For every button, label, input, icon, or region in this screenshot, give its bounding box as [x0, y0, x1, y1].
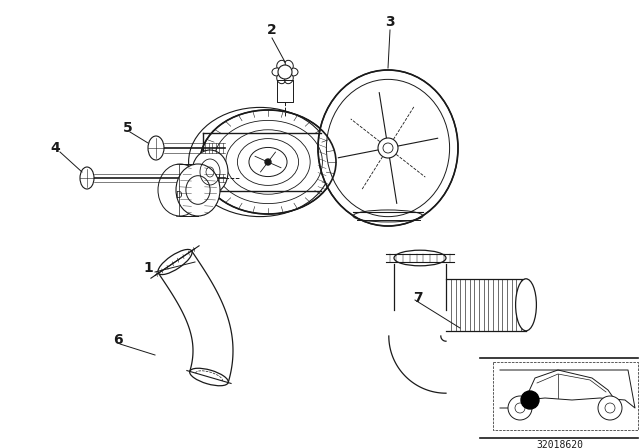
Ellipse shape	[200, 110, 336, 214]
Ellipse shape	[285, 60, 293, 70]
Ellipse shape	[158, 250, 192, 275]
Ellipse shape	[285, 74, 293, 84]
Circle shape	[508, 396, 532, 420]
Ellipse shape	[516, 279, 536, 331]
Text: 1: 1	[143, 261, 153, 275]
Ellipse shape	[148, 136, 164, 160]
Ellipse shape	[272, 68, 282, 76]
Ellipse shape	[278, 65, 292, 79]
Text: 2: 2	[267, 23, 277, 37]
Text: 7: 7	[413, 291, 423, 305]
Ellipse shape	[318, 70, 458, 226]
Ellipse shape	[80, 167, 94, 189]
Ellipse shape	[394, 250, 446, 266]
Ellipse shape	[276, 74, 285, 84]
Ellipse shape	[189, 368, 228, 386]
Ellipse shape	[276, 60, 285, 70]
Ellipse shape	[176, 164, 220, 216]
Text: 3: 3	[385, 15, 395, 29]
Ellipse shape	[288, 68, 298, 76]
Text: 6: 6	[113, 333, 123, 347]
Text: D: D	[175, 191, 182, 200]
Circle shape	[265, 159, 271, 165]
Text: 5: 5	[123, 121, 133, 135]
Circle shape	[598, 396, 622, 420]
Circle shape	[521, 391, 539, 409]
Ellipse shape	[378, 138, 398, 158]
Text: 32018620: 32018620	[536, 440, 584, 448]
Text: 4: 4	[50, 141, 60, 155]
Ellipse shape	[192, 150, 228, 194]
